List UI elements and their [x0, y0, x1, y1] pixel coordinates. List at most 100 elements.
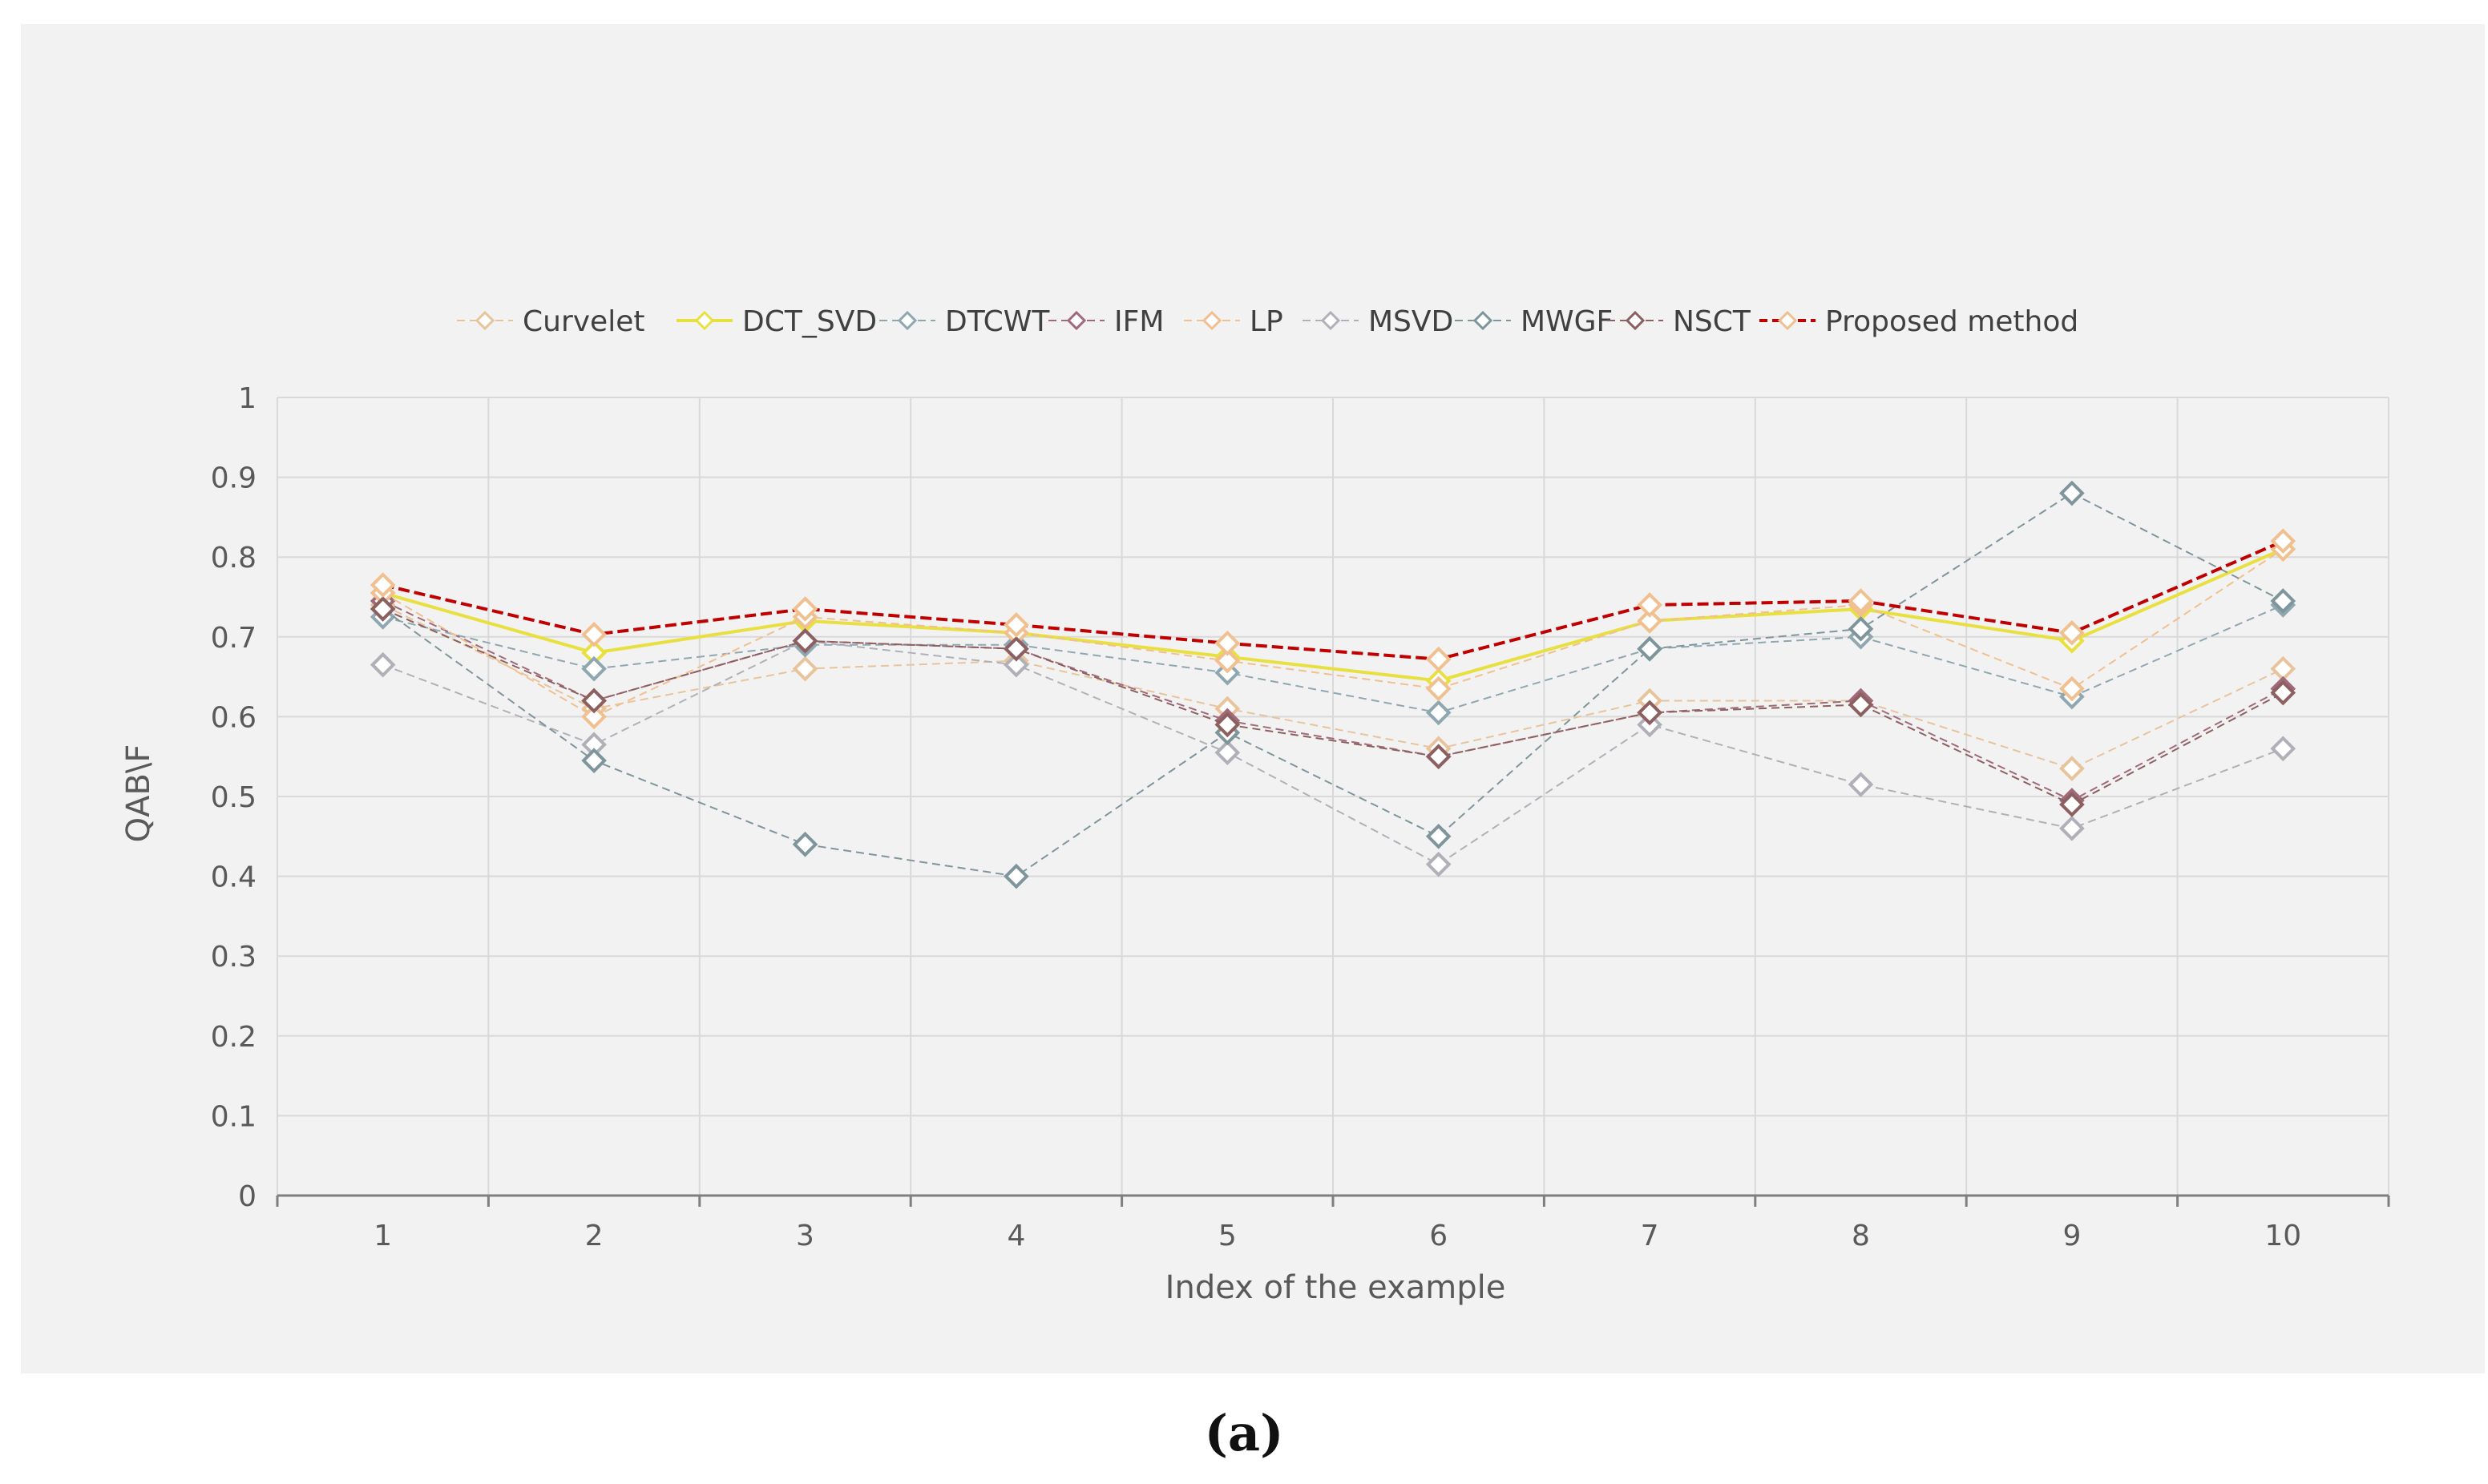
line-chart: 0 0.1 0.2 0.3 0.4 0.5 0.6 0.7 0.8 0.9 1 1 2 3 4 5 6 7 8 9 10…	[120, 305, 2390, 1306]
legend-entry: MWGF	[1455, 305, 1613, 338]
data-point	[2059, 756, 2085, 781]
y-tick-label: 0.2	[211, 1021, 256, 1054]
legend-label: Curvelet	[523, 305, 644, 338]
legend-entry: MSVD	[1303, 305, 1453, 338]
series-line	[382, 600, 2284, 802]
series-nsct	[370, 596, 2296, 817]
data-point	[2059, 480, 2085, 506]
y-tick-label: 0.9	[211, 462, 256, 495]
legend-swatch-marker	[475, 310, 495, 331]
legend-entry: IFM	[1048, 305, 1164, 338]
legend: Curvelet DCT_SVD DTCWT IFM LP MSVD MWGF NSCT Pro…	[457, 305, 2078, 338]
legend-swatch-marker	[1202, 310, 1222, 331]
data-point	[581, 748, 607, 774]
data-point	[2059, 675, 2085, 702]
data-point	[792, 627, 818, 654]
y-tick-label: 0.8	[211, 542, 256, 575]
data-point	[370, 572, 396, 598]
series-lines	[370, 480, 2296, 889]
legend-label: Proposed method	[1825, 305, 2078, 338]
legend-swatch-marker	[1472, 310, 1493, 331]
data-point	[1425, 744, 1452, 770]
data-point	[1637, 608, 1662, 634]
data-point	[370, 596, 396, 622]
series-proposed-method	[370, 528, 2296, 672]
data-point	[1425, 851, 1452, 877]
data-point	[1848, 692, 1874, 718]
legend-label: IFM	[1114, 305, 1164, 338]
data-point	[1004, 635, 1029, 662]
x-tick-label: 5	[1218, 1220, 1237, 1252]
y-tick-label: 0.4	[211, 861, 256, 894]
y-tick-label: 0.6	[211, 701, 256, 734]
legend-label: MWGF	[1521, 305, 1613, 338]
y-axis-label: QAB\F	[120, 744, 157, 843]
legend-swatch-marker	[897, 310, 918, 331]
y-tick-label: 0.1	[211, 1100, 256, 1133]
data-point	[2059, 619, 2085, 646]
data-point	[2270, 736, 2296, 762]
data-point	[581, 621, 607, 647]
series-line	[382, 608, 2284, 806]
data-point	[1637, 635, 1662, 662]
data-point	[1425, 700, 1452, 726]
legend-swatch-marker	[694, 310, 715, 331]
series-line	[382, 604, 2284, 714]
data-point	[1848, 588, 1874, 614]
data-point	[1214, 647, 1241, 674]
legend-entry: DTCWT	[879, 305, 1050, 338]
data-point	[1848, 772, 1874, 797]
legend-entry: Proposed method	[1759, 305, 2078, 338]
x-axis-label: Index of the example	[1165, 1269, 1506, 1306]
y-tick-label: 0.3	[211, 941, 256, 974]
data-point	[1425, 646, 1452, 672]
x-tick-label: 3	[796, 1220, 814, 1252]
data-point	[581, 704, 607, 730]
legend-swatch-marker	[1320, 310, 1341, 331]
axes: 0 0.1 0.2 0.3 0.4 0.5 0.6 0.7 0.8 0.9 1 1 2 3 4 5 6 7 8 9 10	[211, 382, 2390, 1252]
data-point	[792, 596, 818, 622]
data-point	[581, 655, 607, 682]
data-point	[1425, 823, 1452, 849]
series-line	[382, 547, 2284, 683]
series-line	[382, 539, 2284, 661]
data-point	[2270, 588, 2296, 614]
data-point	[792, 655, 818, 682]
data-point	[1004, 651, 1029, 678]
figure-caption: (a)	[1204, 1404, 1284, 1462]
data-point	[2059, 792, 2085, 817]
data-point	[792, 831, 818, 857]
data-point	[1637, 700, 1662, 726]
data-point	[370, 651, 396, 678]
series-line	[382, 548, 2284, 718]
x-tick-label: 10	[2264, 1220, 2301, 1252]
data-point	[1004, 863, 1029, 889]
legend-label: DCT_SVD	[742, 305, 877, 338]
chart-panel: 0 0.1 0.2 0.3 0.4 0.5 0.6 0.7 0.8 0.9 1 1 2 3 4 5 6 7 8 9 10…	[21, 24, 2485, 1373]
data-point	[1425, 675, 1452, 702]
legend-label: LP	[1250, 305, 1283, 338]
legend-entry: NSCT	[1607, 305, 1751, 338]
legend-entry: DCT_SVD	[677, 305, 877, 338]
x-tick-label: 2	[585, 1220, 604, 1252]
legend-entry: LP	[1184, 305, 1283, 338]
data-point	[1637, 592, 1662, 618]
legend-label: DTCWT	[945, 305, 1050, 338]
x-tick-label: 6	[1429, 1220, 1448, 1252]
data-point	[2270, 528, 2296, 554]
grid-lines	[277, 397, 2389, 1196]
x-tick-label: 7	[1641, 1220, 1659, 1252]
legend-label: MSVD	[1368, 305, 1453, 338]
x-tick-label: 4	[1007, 1220, 1025, 1252]
legend-entry: Curvelet	[457, 305, 644, 338]
data-point	[1004, 612, 1029, 638]
series-line	[382, 639, 2284, 865]
data-point	[1214, 712, 1241, 738]
y-tick-label: 0.7	[211, 622, 256, 655]
series-line	[382, 492, 2284, 877]
legend-swatch-marker	[1625, 310, 1646, 331]
y-tick-label: 0.5	[211, 781, 256, 814]
x-tick-label: 9	[2062, 1220, 2081, 1252]
y-tick-label: 1	[238, 382, 256, 415]
x-tick-label: 8	[1852, 1220, 1870, 1252]
